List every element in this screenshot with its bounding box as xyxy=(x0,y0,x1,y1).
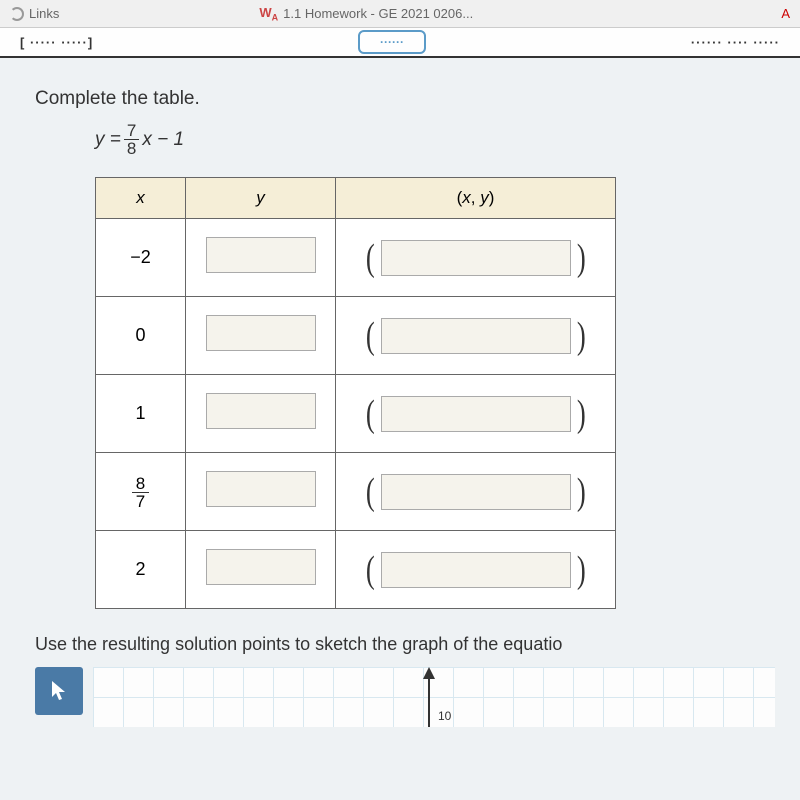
answer-table: x y ((x, y)x, y) −2 () 0 () 1 () 87 () 2 () xyxy=(95,177,616,609)
fraction-numerator: 7 xyxy=(124,122,139,140)
y-input[interactable] xyxy=(206,393,316,429)
equation-rhs: x − 1 xyxy=(142,129,184,151)
header-x: x xyxy=(96,178,186,219)
graph-instruction: Use the resulting solution points to ske… xyxy=(35,634,775,655)
x-value-cell: 2 xyxy=(96,531,186,609)
graph-toolbar-area: 10 xyxy=(35,667,775,727)
xy-input-cell: () xyxy=(336,531,616,609)
xy-input[interactable] xyxy=(381,318,571,354)
xy-input-cell: () xyxy=(336,297,616,375)
tab-partial-right[interactable]: A xyxy=(781,6,790,21)
y-input-cell xyxy=(186,219,336,297)
table-row: 1 () xyxy=(96,375,616,453)
answer-table-wrap: x y ((x, y)x, y) −2 () 0 () 1 () 87 () 2 () xyxy=(95,177,775,609)
axis-tick-label: 10 xyxy=(438,709,451,723)
tab-homework-label: 1.1 Homework - GE 2021 0206... xyxy=(283,6,473,21)
equation-display: y = 7 8 x − 1 xyxy=(95,122,775,157)
open-paren: ( xyxy=(366,551,375,589)
question-prompt: Complete the table. xyxy=(35,88,775,110)
header-right-fragment: ······ ···· ····· xyxy=(691,35,780,50)
header-left-fragment: [ ····· ·····] xyxy=(20,35,93,50)
x-value-cell: 0 xyxy=(96,297,186,375)
open-paren: ( xyxy=(366,317,375,355)
xy-input[interactable] xyxy=(381,396,571,432)
xy-input-cell: () xyxy=(336,219,616,297)
equation-lhs: y = xyxy=(95,129,121,151)
header-y: y xyxy=(186,178,336,219)
table-row: −2 () xyxy=(96,219,616,297)
table-row: 87 () xyxy=(96,453,616,531)
open-paren: ( xyxy=(366,395,375,433)
tab-links-label: Links xyxy=(29,6,59,21)
x-value-cell: 87 xyxy=(96,453,186,531)
x-fraction: 87 xyxy=(132,475,149,510)
close-paren: ) xyxy=(576,317,585,355)
header-xy: ((x, y)x, y) xyxy=(336,178,616,219)
equation-fraction: 7 8 xyxy=(124,122,139,157)
y-input[interactable] xyxy=(206,471,316,507)
open-paren: ( xyxy=(366,239,375,277)
webassign-icon: WA xyxy=(259,5,278,23)
table-row: 0 () xyxy=(96,297,616,375)
xy-input[interactable] xyxy=(381,240,571,276)
table-row: 2 () xyxy=(96,531,616,609)
x-value: 0 xyxy=(135,325,145,345)
y-input-cell xyxy=(186,297,336,375)
y-input-cell xyxy=(186,453,336,531)
y-input[interactable] xyxy=(206,549,316,585)
tab-links[interactable]: Links xyxy=(10,6,59,21)
y-input-cell xyxy=(186,531,336,609)
x-value: 2 xyxy=(135,559,145,579)
x-value-cell: −2 xyxy=(96,219,186,297)
close-paren: ) xyxy=(576,551,585,589)
tab-partial-label: A xyxy=(781,6,790,21)
xy-input[interactable] xyxy=(381,552,571,588)
x-value: −2 xyxy=(130,247,151,267)
y-input-cell xyxy=(186,375,336,453)
open-paren: ( xyxy=(366,473,375,511)
xy-input-cell: () xyxy=(336,375,616,453)
close-paren: ) xyxy=(576,473,585,511)
tab-homework[interactable]: WA 1.1 Homework - GE 2021 0206... xyxy=(259,5,473,23)
fraction-denominator: 8 xyxy=(124,140,139,157)
y-axis-line xyxy=(428,677,430,727)
close-paren: ) xyxy=(576,239,585,277)
browser-tab-bar: Links WA 1.1 Homework - GE 2021 0206... … xyxy=(0,0,800,28)
x-value-cell: 1 xyxy=(96,375,186,453)
close-paren: ) xyxy=(576,395,585,433)
spiral-icon xyxy=(10,7,24,21)
y-input[interactable] xyxy=(206,237,316,273)
xy-input[interactable] xyxy=(381,474,571,510)
graph-canvas[interactable]: 10 xyxy=(93,667,775,727)
y-input[interactable] xyxy=(206,315,316,351)
cursor-icon xyxy=(50,680,68,702)
x-value: 1 xyxy=(135,403,145,423)
pointer-tool-button[interactable] xyxy=(35,667,83,715)
header-button-fragment[interactable]: ······ xyxy=(358,30,426,54)
assignment-header-strip: [ ····· ·····] ······ ······ ···· ····· xyxy=(0,28,800,58)
xy-input-cell: () xyxy=(336,453,616,531)
question-content: Complete the table. y = 7 8 x − 1 x y ((… xyxy=(0,58,800,800)
